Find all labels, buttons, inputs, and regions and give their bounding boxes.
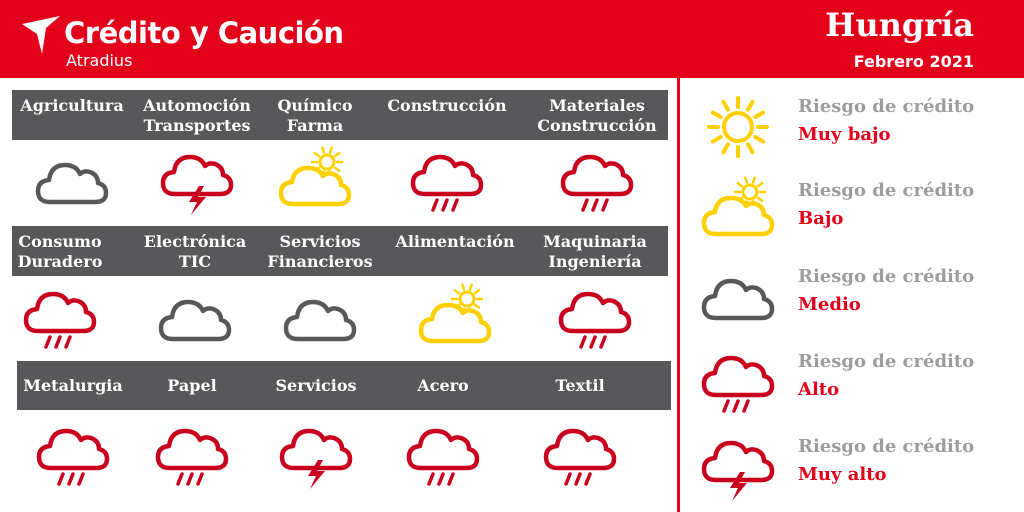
legend-item: Riesgo de crédito Muy alto: [698, 432, 1018, 510]
rain-icon: [20, 283, 100, 353]
sector-label: Agricultura: [20, 96, 123, 116]
sector-label-line2: Farma: [286, 116, 344, 135]
legend-caption: Riesgo de crédito: [798, 180, 975, 201]
sector-label: Servicios: [275, 376, 356, 396]
brand-subtitle: Atradius: [66, 51, 133, 70]
header-bar: Crédito y Caución Atradius Hungría Febre…: [0, 0, 1024, 78]
sector-label-line1: Materiales: [549, 96, 645, 115]
sector-label: Electrónica TIC: [144, 232, 247, 272]
sector-label-line1: Consumo: [18, 232, 102, 251]
rain-icon: [540, 420, 620, 490]
sector-label-line1: Automoción: [143, 96, 251, 115]
legend-item: Riesgo de crédito Bajo: [698, 176, 1018, 254]
sector-label-line1: Electrónica: [143, 232, 247, 251]
cloud-icon: [155, 283, 235, 353]
bird-logo-icon: [22, 16, 60, 54]
rain-icon: [403, 420, 483, 490]
sector-label: Construcción: [387, 96, 506, 116]
column-divider: [677, 78, 680, 512]
sector-label: Automoción Transportes: [143, 96, 251, 136]
sector-header-band-1: [12, 90, 668, 140]
legend-caption: Riesgo de crédito: [798, 351, 975, 372]
sector-header-band-3: [17, 361, 671, 410]
sun-cloud-icon: [415, 283, 495, 353]
sector-label-line2: Financieros: [267, 252, 373, 271]
sun-cloud-icon: [698, 176, 778, 246]
cloud-icon: [32, 146, 112, 216]
rain-icon: [555, 283, 635, 353]
storm-icon: [157, 146, 237, 216]
sector-label: Maquinaria Ingeniería: [543, 232, 647, 272]
legend-level: Alto: [798, 379, 840, 400]
sector-label: Metalurgia: [23, 376, 122, 396]
storm-icon: [698, 432, 778, 502]
legend-item: Riesgo de crédito Muy bajo: [698, 92, 1018, 170]
sector-label-line1: Maquinaria: [543, 232, 647, 251]
brand-name: Crédito y Caución: [64, 16, 344, 50]
sector-label-line1: Papel: [167, 376, 217, 395]
rain-icon: [698, 347, 778, 417]
legend-level: Medio: [798, 294, 861, 315]
sector-label-line1: Construcción: [387, 96, 507, 115]
sector-label: Materiales Construcción: [537, 96, 656, 136]
rain-icon: [557, 146, 637, 216]
storm-icon: [276, 420, 356, 490]
sector-label: Alimentación: [395, 232, 514, 252]
sector-label-line2: Ingeniería: [548, 252, 642, 271]
sector-label-line2: TIC: [178, 252, 212, 271]
rain-icon: [407, 146, 487, 216]
sector-label: Acero: [417, 376, 468, 396]
sector-label-line1: Textil: [555, 376, 605, 395]
legend-caption: Riesgo de crédito: [798, 266, 975, 287]
sector-label-line1: Servicios: [279, 232, 361, 251]
report-country: Hungría: [825, 6, 974, 44]
sector-header-band-2: [12, 226, 668, 276]
sector-label: Servicios Financieros: [267, 232, 372, 272]
sector-label-line1: Acero: [417, 376, 469, 395]
sector-label: Consumo Duradero: [18, 232, 103, 272]
legend-level: Muy bajo: [798, 124, 891, 145]
sector-label-line2: Transportes: [143, 116, 251, 135]
sector-label: Papel: [167, 376, 216, 396]
legend-level: Muy alto: [798, 464, 887, 485]
sector-label: Químico Farma: [277, 96, 352, 136]
legend-item: Riesgo de crédito Alto: [698, 347, 1018, 425]
sector-label-line2: Duradero: [17, 252, 103, 271]
cloud-icon: [280, 283, 360, 353]
sector-label-line1: Servicios: [275, 376, 357, 395]
sector-label-line1: Alimentación: [395, 232, 515, 251]
sun-icon: [698, 92, 778, 162]
report-period: Febrero 2021: [853, 52, 974, 71]
sector-label-line1: Químico: [277, 96, 353, 115]
rain-icon: [152, 420, 232, 490]
sun-cloud-icon: [275, 146, 355, 216]
legend-caption: Riesgo de crédito: [798, 96, 975, 117]
legend-item: Riesgo de crédito Medio: [698, 262, 1018, 340]
sector-label-line1: Agricultura: [20, 96, 124, 115]
sector-label: Textil: [555, 376, 604, 396]
rain-icon: [33, 420, 113, 490]
sector-label-line1: Metalurgia: [23, 376, 123, 395]
cloud-icon: [698, 262, 778, 332]
sector-label-line2: Construcción: [537, 116, 657, 135]
legend-level: Bajo: [798, 208, 844, 229]
legend-caption: Riesgo de crédito: [798, 436, 975, 457]
